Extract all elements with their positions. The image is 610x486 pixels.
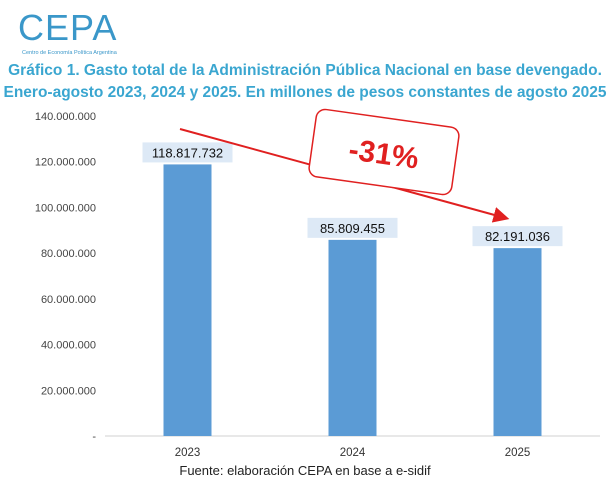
data-label: 118.817.732 (152, 145, 223, 160)
bar (328, 239, 377, 436)
annotation-box: -31% (308, 108, 460, 196)
bar (493, 248, 542, 436)
data-label: 85.809.455 (320, 221, 385, 236)
bars (163, 164, 542, 436)
data-labels: 118.817.732 85.809.455 82.191.036 (142, 142, 563, 247)
logo-subtitle: Centro de Economía Política Argentina (22, 50, 117, 56)
cepa-logo: CEPA Centro de Economía Política Argenti… (8, 6, 117, 57)
data-label-background (142, 142, 233, 163)
data-label-background (307, 217, 398, 238)
chart-title-line-2: Enero-agosto 2023, 2024 y 2025. En millo… (3, 84, 607, 101)
logo-text: CEPA (18, 7, 118, 48)
x-tick-label: 2025 (505, 447, 531, 459)
source-note: Fuente: elaboración CEPA en base a e-sid… (179, 463, 431, 478)
x-tick-label: 2023 (175, 447, 201, 459)
y-axis: - 20.000.000 40.000.000 60.000.000 80.000.00… (35, 111, 97, 443)
y-tick-label: 60.000.000 (41, 294, 96, 306)
annotation-box-border (308, 108, 460, 196)
chart-title-line-1: Gráfico 1. Gasto total de la Administrac… (8, 62, 602, 79)
chart-title: Gráfico 1. Gasto total de la Administrac… (0, 60, 610, 104)
y-tick-label: 140.000.000 (35, 111, 96, 123)
y-tick-label: 20.000.000 (41, 385, 96, 397)
x-axis: 2023 2024 2025 (105, 435, 600, 459)
x-tick-label: 2024 (340, 447, 366, 459)
data-label-background (472, 226, 563, 247)
data-label: 82.191.036 (485, 229, 550, 244)
bar (163, 164, 212, 436)
y-tick-label: - (92, 431, 96, 443)
y-tick-label: 100.000.000 (35, 202, 96, 214)
y-tick-label: 40.000.000 (41, 340, 96, 352)
y-tick-label: 80.000.000 (41, 248, 96, 260)
y-tick-label: 120.000.000 (35, 157, 96, 169)
trend-annotation: -31% (179, 108, 510, 223)
